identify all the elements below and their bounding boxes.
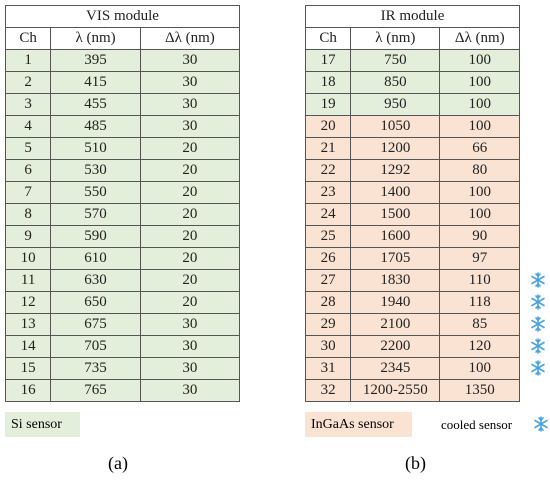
cell: 16 [4,379,52,402]
cell: 19 [304,93,352,116]
data-row: 26 1705 97 [304,247,520,270]
data-row: 9 590 20 [4,225,241,248]
cell: 14 [4,335,52,358]
data-row: 31 2345 100 [304,357,520,380]
cell: 30 [139,93,241,116]
cell: 11 [4,269,52,292]
cell: 12 [4,291,52,314]
cell: 100 [439,203,520,226]
cell: 590 [50,225,141,248]
cell: 705 [50,335,141,358]
cell: 850 [350,71,441,94]
snowflake [531,338,545,354]
data-row: 20 1050 100 [304,115,520,138]
table-title: IR module [305,5,520,28]
cell: 100 [439,357,520,380]
caption: (a) [108,453,128,473]
ir-table: IR module Ch λ (nm) Δλ (nm) 17 750 100 18 850 100… [304,5,520,402]
data-row: 7 550 20 [4,181,241,204]
data-row: 3 455 30 [4,93,241,116]
data-row: 18 850 100 [304,71,520,94]
cell: 1200-2550 [350,379,441,402]
snowflake [531,294,545,310]
title-row: IR module [305,5,520,28]
cell: 20 [139,225,241,248]
header-row: Ch λ (nm) Δλ (nm) [304,27,520,50]
cell: 66 [439,137,520,160]
cell: 100 [439,71,520,94]
data-row: 28 1940 118 [304,291,520,314]
cell: 85 [439,313,520,336]
cell: 1830 [350,269,441,292]
data-row: 8 570 20 [4,203,241,226]
snowflake [531,360,545,376]
data-row: 11 630 20 [4,269,241,292]
cell: 485 [50,115,141,138]
cell: 10 [4,247,52,270]
snowflake [531,272,545,288]
cell: 455 [50,93,141,116]
data-row: 16 765 30 [4,379,241,402]
cell: 1705 [350,247,441,270]
data-row: 29 2100 85 [304,313,520,336]
cell: 30 [304,335,352,358]
cell: 30 [139,49,241,72]
cell: 2345 [350,357,441,380]
data-row: 30 2200 120 [304,335,520,358]
header-cell: Ch [304,27,352,50]
snowflake [531,316,545,332]
cell: 32 [304,379,352,402]
data-row: 22 1292 80 [304,159,520,182]
data-row: 12 650 20 [4,291,241,314]
cell: 550 [50,181,141,204]
ingaas-legend: InGaAs sensor [305,412,412,437]
cell: 30 [139,379,241,402]
cell: 118 [439,291,520,314]
cell: 26 [304,247,352,270]
cell: 2100 [350,313,441,336]
data-row: 25 1600 90 [304,225,520,248]
caption: (b) [405,453,426,473]
cell: 21 [304,137,352,160]
data-row: 6 530 20 [4,159,241,182]
cell: 735 [50,357,141,380]
data-row: 4 485 30 [4,115,241,138]
cell: 765 [50,379,141,402]
data-row: 13 675 30 [4,313,241,336]
cell: 950 [350,93,441,116]
data-row: 24 1500 100 [304,203,520,226]
cell: 20 [139,159,241,182]
data-row: 27 1830 110 [304,269,520,292]
data-row: 15 735 30 [4,357,241,380]
data-row: 32 1200-2550 1350 [304,379,520,402]
si-legend: Si sensor [5,412,80,437]
data-row: 17 750 100 [304,49,520,72]
cell: 18 [304,71,352,94]
data-row: 5 510 20 [4,137,241,160]
vis-table: VIS module Ch λ (nm) Δλ (nm) 1 395 30 2 415 30 3 45… [4,5,241,402]
cell: 100 [439,93,520,116]
data-row: 19 950 100 [304,93,520,116]
cell: 1350 [439,379,520,402]
data-row: 14 705 30 [4,335,241,358]
data-row: 10 610 20 [4,247,241,270]
cell: 610 [50,247,141,270]
snowflake [534,416,548,432]
cooled-legend: cooled sensor [441,417,513,432]
cell: 100 [439,115,520,138]
